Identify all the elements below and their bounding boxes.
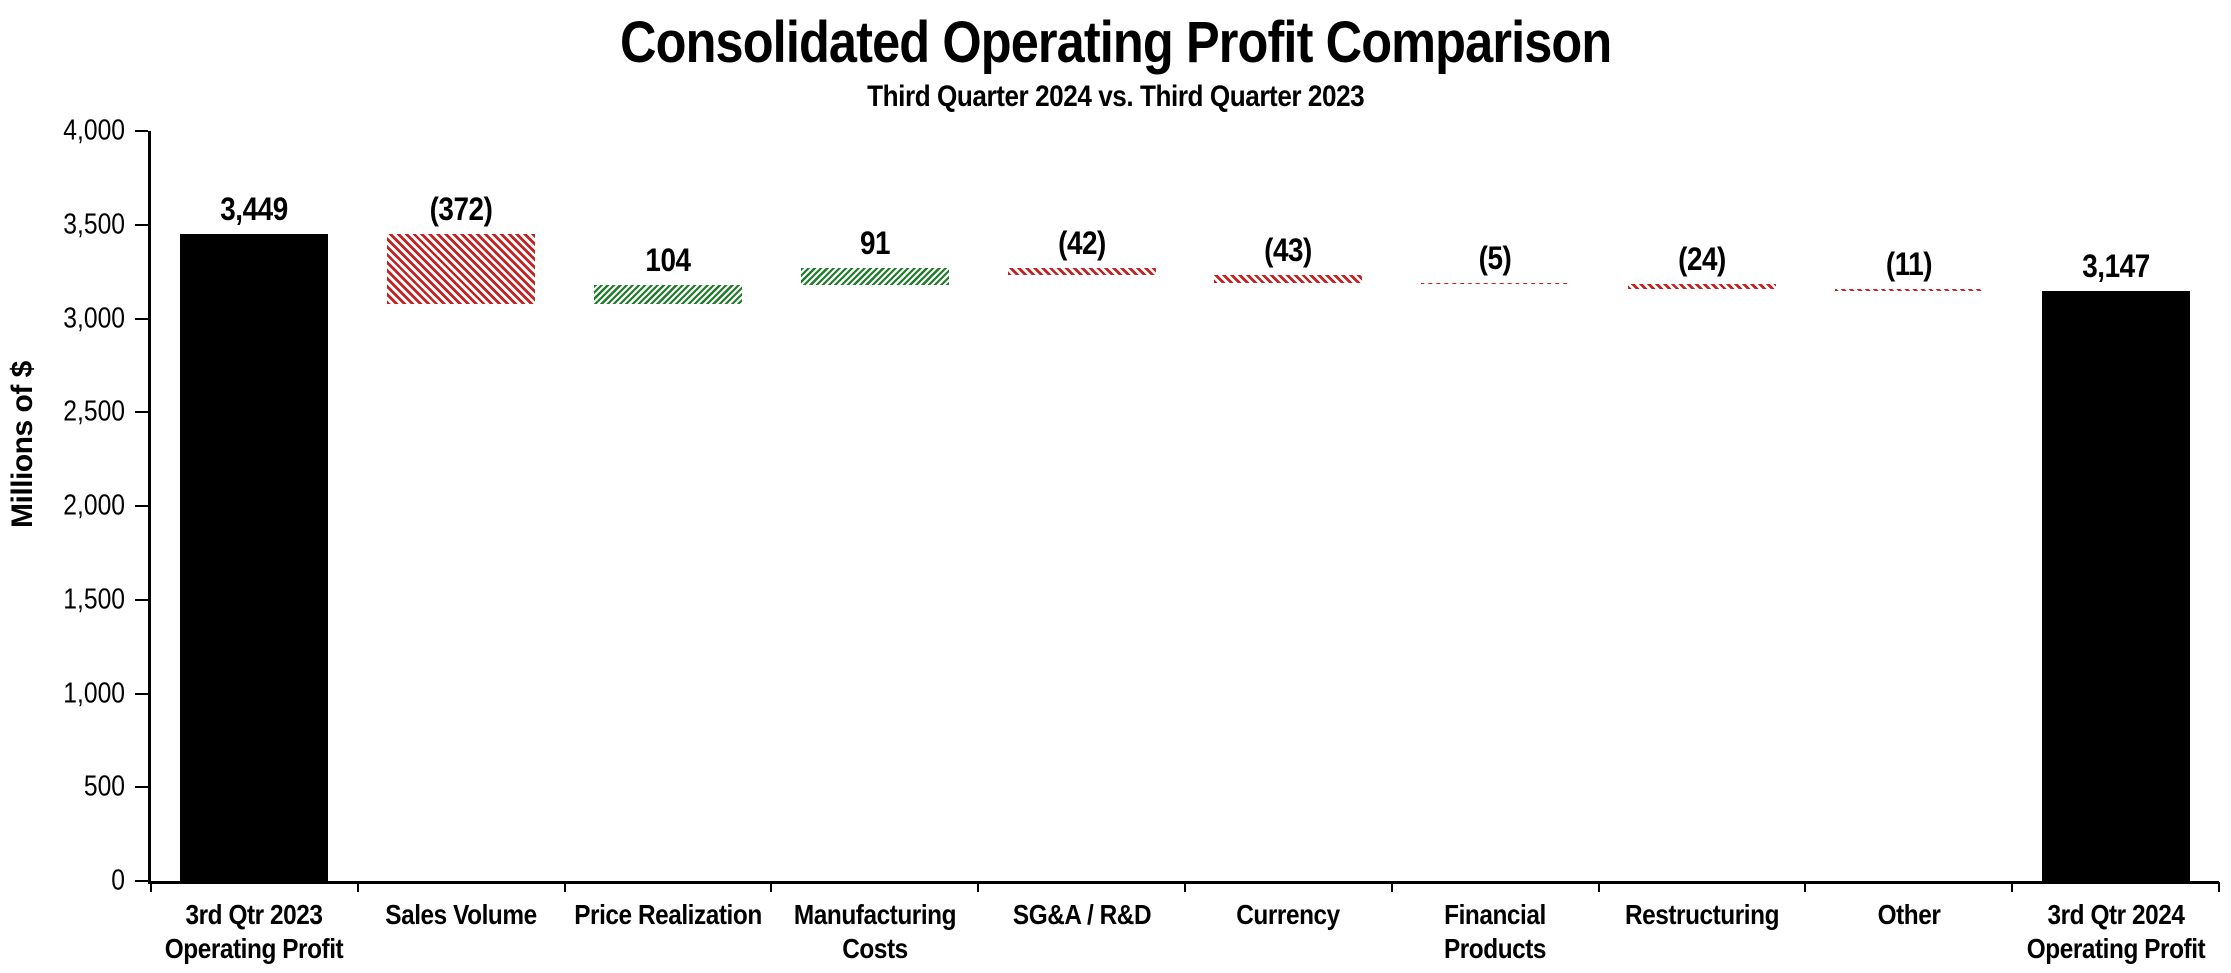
y-axis-tick <box>135 130 148 132</box>
bar-financial-products <box>1421 282 1570 285</box>
bar-price-realization <box>593 284 743 305</box>
value-label-price-realization: 104 <box>645 241 691 278</box>
bar-currency <box>1214 275 1363 284</box>
value-label-financial-products: (5) <box>1478 240 1512 277</box>
plot-area: 0 500 1,000 1,500 2,000 2,500 3,000 3,500 4,000 3… <box>63 116 2220 964</box>
y-axis-tick-label: 500 <box>83 770 125 803</box>
bar-restructuring <box>1627 284 1777 289</box>
category-label-line: Operating Profit <box>165 933 344 964</box>
category-label-line: Other <box>1877 899 1941 930</box>
y-axis-tick-label: 0 <box>111 864 125 897</box>
category-label-line: SG&A / R&D <box>1012 899 1151 930</box>
x-axis-tick <box>563 882 566 892</box>
value-label-currency: (43) <box>1264 232 1313 269</box>
bar-sg-a-r-d <box>1007 267 1156 276</box>
category-label-restructuring: Restructuring <box>1625 898 1779 932</box>
y-axis-tick <box>135 505 148 507</box>
chart-title-text: Consolidated Operating Profit Comparison <box>619 10 1612 75</box>
y-axis-line <box>148 131 151 884</box>
y-axis-tick <box>135 317 148 320</box>
category-label-3rd-qtr-2024-operating-profit: 3rd Qtr 2024 Operating Profit <box>2026 898 2205 966</box>
x-axis-tick <box>1597 882 1600 892</box>
y-axis-tick-label: 1,500 <box>63 583 125 616</box>
category-label-line: Restructuring <box>1624 899 1780 930</box>
category-label-currency: Currency <box>1236 898 1341 932</box>
category-label-line: Costs <box>842 933 908 964</box>
bar-3rd-qtr-2024-operating-profit <box>2041 290 2190 881</box>
category-label-sg-a-r-d: SG&A / R&D <box>1012 898 1151 932</box>
category-label-line: Price Realization <box>574 899 762 930</box>
y-axis-tick-label: 3,000 <box>63 302 125 334</box>
category-label-line: Operating Profit <box>2026 933 2205 964</box>
x-axis-tick <box>2218 882 2220 892</box>
x-axis-tick <box>150 882 152 892</box>
category-label-financial-products: Financial Products <box>1444 898 1547 966</box>
category-label-line: 3rd Qtr 2024 <box>2047 899 2185 930</box>
bar-manufacturing-costs <box>800 267 949 285</box>
value-label-manufacturing-costs: 91 <box>859 224 891 261</box>
category-label-manufacturing-costs: Manufacturing Costs <box>793 898 957 966</box>
x-axis-tick <box>2011 882 2014 892</box>
value-label-other: (11) <box>1885 245 1933 282</box>
x-axis-tick <box>770 882 773 892</box>
category-label-sales-volume: Sales Volume <box>385 898 537 932</box>
y-axis-tick <box>135 880 148 882</box>
category-label-line: Currency <box>1236 899 1341 930</box>
category-label-line: Manufacturing <box>793 899 957 930</box>
y-axis-tick-label: 1,000 <box>63 677 125 709</box>
x-axis-tick <box>356 882 359 892</box>
value-label-sg-a-r-d: (42) <box>1057 224 1106 261</box>
category-label-other: Other <box>1877 898 1940 932</box>
category-label-line: Products <box>1444 933 1547 964</box>
chart-subtitle: Third Quarter 2024 vs. Third Quarter 202… <box>0 82 2231 112</box>
y-axis-tick <box>135 786 148 789</box>
x-axis-tick <box>1390 882 1393 892</box>
x-axis-line <box>148 881 2219 884</box>
y-axis-tick-label: 3,500 <box>63 208 125 241</box>
y-axis-tick-label: 2,000 <box>63 489 125 522</box>
y-axis-tick <box>135 598 148 601</box>
category-label-price-realization: Price Realization <box>574 898 762 932</box>
value-label-restructuring: (24) <box>1678 241 1726 278</box>
x-axis-tick <box>1184 882 1186 892</box>
chart-title: Consolidated Operating Profit Comparison <box>0 14 2231 72</box>
y-axis-tick-label: 2,500 <box>63 395 125 428</box>
value-label-3rd-qtr-2024-operating-profit: 3,147 <box>2081 247 2150 284</box>
category-label-3rd-qtr-2023-operating-profit: 3rd Qtr 2023 Operating Profit <box>165 898 344 966</box>
category-label-line: 3rd Qtr 2023 <box>185 899 323 930</box>
y-axis-tick <box>135 223 148 226</box>
bar-3rd-qtr-2023-operating-profit <box>180 234 329 881</box>
bar-other <box>1834 288 1983 291</box>
category-label-line: Financial <box>1444 899 1547 930</box>
category-label-line: Sales Volume <box>385 899 537 930</box>
value-label-sales-volume: (372) <box>429 191 493 228</box>
value-label-3rd-qtr-2023-operating-profit: 3,449 <box>220 191 289 228</box>
x-axis-tick <box>977 882 980 892</box>
x-axis-tick <box>1804 882 1807 892</box>
y-axis-tick-label: 4,000 <box>63 114 125 147</box>
bar-sales-volume <box>387 234 536 305</box>
y-axis-tick <box>135 692 148 695</box>
y-axis-tick <box>135 411 148 414</box>
chart-subtitle-text: Third Quarter 2024 vs. Third Quarter 202… <box>866 80 1365 113</box>
